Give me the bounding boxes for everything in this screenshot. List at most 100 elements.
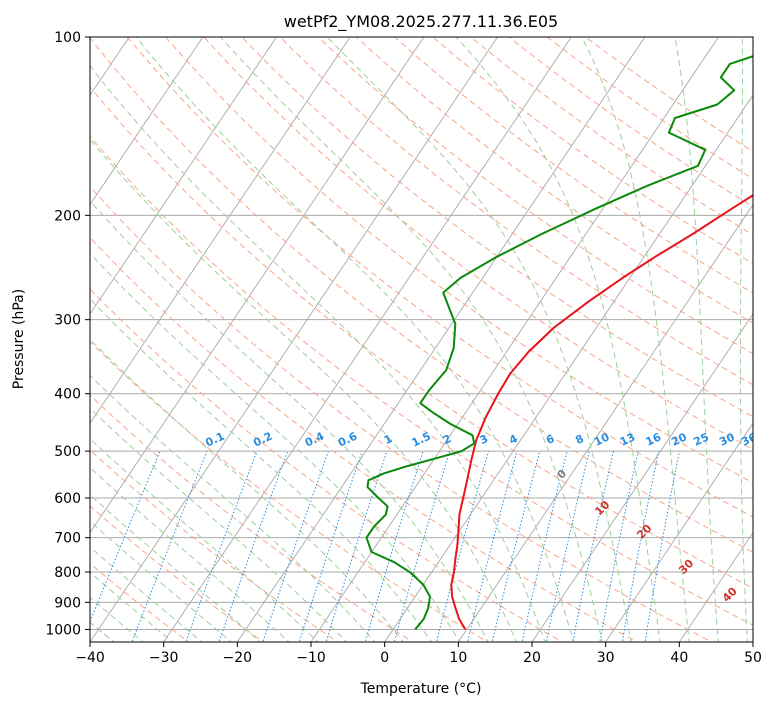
chart-title: wetPf2_YM08.2025.277.11.36.E05 (284, 12, 558, 32)
y-tick-label: 100 (54, 30, 81, 46)
y-tick-label: 600 (54, 491, 81, 507)
isotherm-line (163, 37, 572, 642)
x-axis-label: Temperature (°C) (360, 681, 482, 697)
moist-adiabat-line (90, 407, 348, 642)
y-tick-label: 900 (54, 595, 81, 611)
temperature-profile-line (450, 194, 753, 630)
dry-adiabat-line (393, 37, 753, 294)
dry-adiabat-line (90, 236, 639, 642)
x-tick-label: −10 (296, 650, 326, 666)
isotherm-line (90, 37, 499, 642)
x-tick-label: 50 (744, 650, 762, 666)
moist-adiabat-line (90, 65, 546, 642)
y-tick-label: 700 (54, 531, 81, 547)
mixing-ratio-label: 36 (739, 430, 759, 448)
y-tick-label: 300 (54, 313, 81, 329)
isotherm-line (605, 422, 753, 642)
x-tick-label: −20 (223, 650, 253, 666)
x-tick-label: −30 (149, 650, 179, 666)
moist-adiabat-line (90, 338, 404, 642)
dry-adiabat-line (90, 135, 753, 626)
mixing-ratio-label: 25 (692, 430, 711, 448)
mixing-ratio-line (262, 450, 329, 642)
moist-adiabat-line (326, 37, 632, 642)
mixing-ratio-line (621, 450, 660, 642)
x-tick-label: 0 (380, 650, 389, 666)
moist-adiabat-line (90, 494, 261, 642)
isotherm-line (310, 37, 720, 642)
isobars (90, 37, 753, 630)
plot-frame (89, 36, 754, 643)
dry-adiabat-line (90, 505, 265, 642)
dry-adiabat-line (90, 449, 340, 642)
dewpoint-profile-line (365, 55, 753, 631)
dry-adiabats (90, 37, 753, 642)
x-tick-label: −40 (75, 650, 105, 666)
dry-adiabat-line (90, 86, 753, 589)
moist-adiabat-line (90, 466, 290, 642)
mixing-ratio-line (218, 450, 289, 642)
mixing-ratio-label: 20 (669, 430, 689, 448)
x-tick-label: 10 (449, 650, 467, 666)
y-axis-label: Pressure (hPa) (11, 289, 27, 389)
dry-adiabat-line (279, 37, 753, 386)
mixing-ratio-line (521, 450, 568, 642)
moist-adiabat-line (674, 37, 719, 642)
mixing-ratio-lines (90, 450, 680, 642)
x-tick-label: 40 (670, 650, 688, 666)
y-tick-label: 400 (54, 387, 81, 403)
y-axis: 100 200 300 400 500 600 700 800 900 1000 (45, 30, 90, 638)
mixing-ratio-line (364, 450, 424, 642)
isotherm-line (531, 313, 753, 642)
mixing-ratio-line (185, 450, 258, 642)
moist-adiabat-line (455, 37, 661, 642)
moist-adiabat-line (219, 37, 603, 642)
y-tick-label: 800 (54, 565, 81, 581)
mixing-ratio-line (644, 451, 680, 642)
mixing-ratio-line (491, 450, 541, 642)
dry-adiabat-line (126, 37, 753, 518)
moist-adiabat-line (90, 252, 461, 642)
mixing-ratio-line (325, 450, 388, 642)
mixing-ratio-line (435, 450, 490, 642)
y-tick-label: 1000 (45, 622, 81, 638)
isotherm-line (90, 37, 351, 425)
mixing-ratio-label: 13 (618, 430, 637, 448)
mixing-ratio-label: 16 (644, 430, 664, 448)
isotherm-line (678, 531, 753, 642)
moist-adiabat-line (135, 37, 575, 642)
y-tick-label: 200 (54, 208, 81, 224)
mixing-ratio-label: 10 (592, 430, 612, 448)
mixing-ratio-line (298, 450, 363, 642)
dry-adiabat-line (90, 185, 713, 642)
moist-adiabat-line (90, 520, 232, 642)
dry-adiabat-line (90, 340, 489, 642)
mixing-ratio-label: 30 (717, 430, 737, 448)
x-axis: −40 −30 −20 −10 0 10 20 30 40 50 (75, 642, 762, 666)
isotherm-line (384, 94, 753, 642)
plot-area: -100-90-80-70-60-50-40-30-20-100.10.20.4… (90, 37, 759, 642)
moist-adiabat-line (90, 138, 518, 642)
x-tick-label: 30 (597, 650, 615, 666)
moist-adiabat-line (90, 596, 144, 642)
isotherm-line (90, 37, 425, 534)
dry-adiabat-line (90, 288, 564, 642)
profile-series (365, 55, 753, 631)
dry-adiabat-line (90, 394, 414, 642)
mixing-ratio-line (466, 450, 518, 642)
moist-adiabat-line (90, 298, 433, 642)
moist-adiabats (90, 37, 748, 642)
isotherm-line (90, 37, 204, 206)
moist-adiabat-line (739, 37, 748, 642)
moist-adiabat-line (90, 200, 489, 642)
isotherm-line (236, 37, 646, 642)
mixing-ratio-line (393, 450, 451, 642)
x-tick-label: 20 (523, 650, 541, 666)
moist-adiabat-line (581, 37, 690, 642)
mixing-ratio-line (545, 450, 590, 642)
mixing-ratio-line (131, 450, 208, 642)
y-tick-label: 500 (54, 444, 81, 460)
dry-adiabat-line (90, 37, 753, 553)
